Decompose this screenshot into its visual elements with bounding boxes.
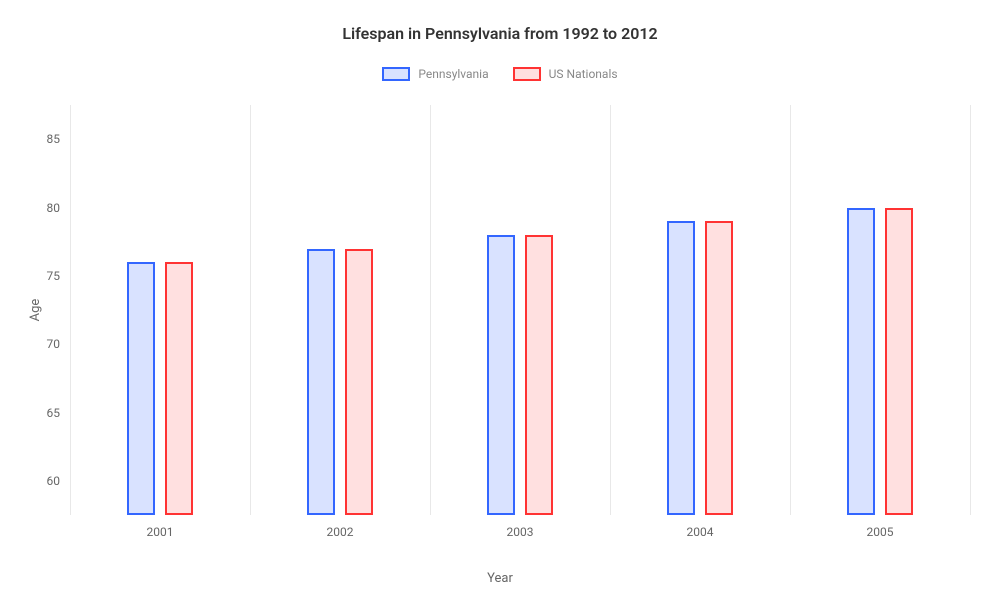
legend: Pennsylvania US Nationals (0, 67, 1000, 81)
bar-pennsylvania (127, 262, 155, 515)
grid-line (610, 105, 611, 515)
bar-pennsylvania (487, 235, 515, 515)
bar-us-nationals (165, 262, 193, 515)
y-tick-label: 70 (47, 337, 61, 351)
bar-pennsylvania (667, 221, 695, 515)
y-tick-label: 60 (47, 474, 61, 488)
x-axis-title: Year (487, 571, 513, 586)
plot-area: 60657075808520012002200320042005 (70, 105, 970, 515)
y-tick-label: 85 (47, 132, 61, 146)
legend-swatch-us-nationals (513, 67, 541, 81)
legend-item-pennsylvania: Pennsylvania (382, 67, 488, 81)
grid-line (70, 105, 71, 515)
chart-title: Lifespan in Pennsylvania from 1992 to 20… (0, 0, 1000, 43)
grid-line (970, 105, 971, 515)
bar-us-nationals (525, 235, 553, 515)
bar-pennsylvania (307, 249, 335, 516)
grid-line (790, 105, 791, 515)
grid-line (430, 105, 431, 515)
x-tick-label: 2005 (867, 525, 894, 539)
x-tick-label: 2001 (147, 525, 174, 539)
y-tick-label: 75 (47, 269, 61, 283)
bar-us-nationals (705, 221, 733, 515)
legend-label: US Nationals (549, 67, 618, 81)
x-tick-label: 2002 (327, 525, 354, 539)
x-tick-label: 2003 (507, 525, 534, 539)
bar-us-nationals (345, 249, 373, 516)
chart-container: Lifespan in Pennsylvania from 1992 to 20… (0, 0, 1000, 600)
x-tick-label: 2004 (687, 525, 714, 539)
bar-pennsylvania (847, 208, 875, 516)
grid-line (250, 105, 251, 515)
legend-item-us-nationals: US Nationals (513, 67, 618, 81)
y-tick-label: 65 (47, 406, 61, 420)
legend-swatch-pennsylvania (382, 67, 410, 81)
bar-us-nationals (885, 208, 913, 516)
legend-label: Pennsylvania (418, 67, 488, 81)
y-axis-title: Age (28, 299, 43, 322)
y-tick-label: 80 (47, 201, 61, 215)
